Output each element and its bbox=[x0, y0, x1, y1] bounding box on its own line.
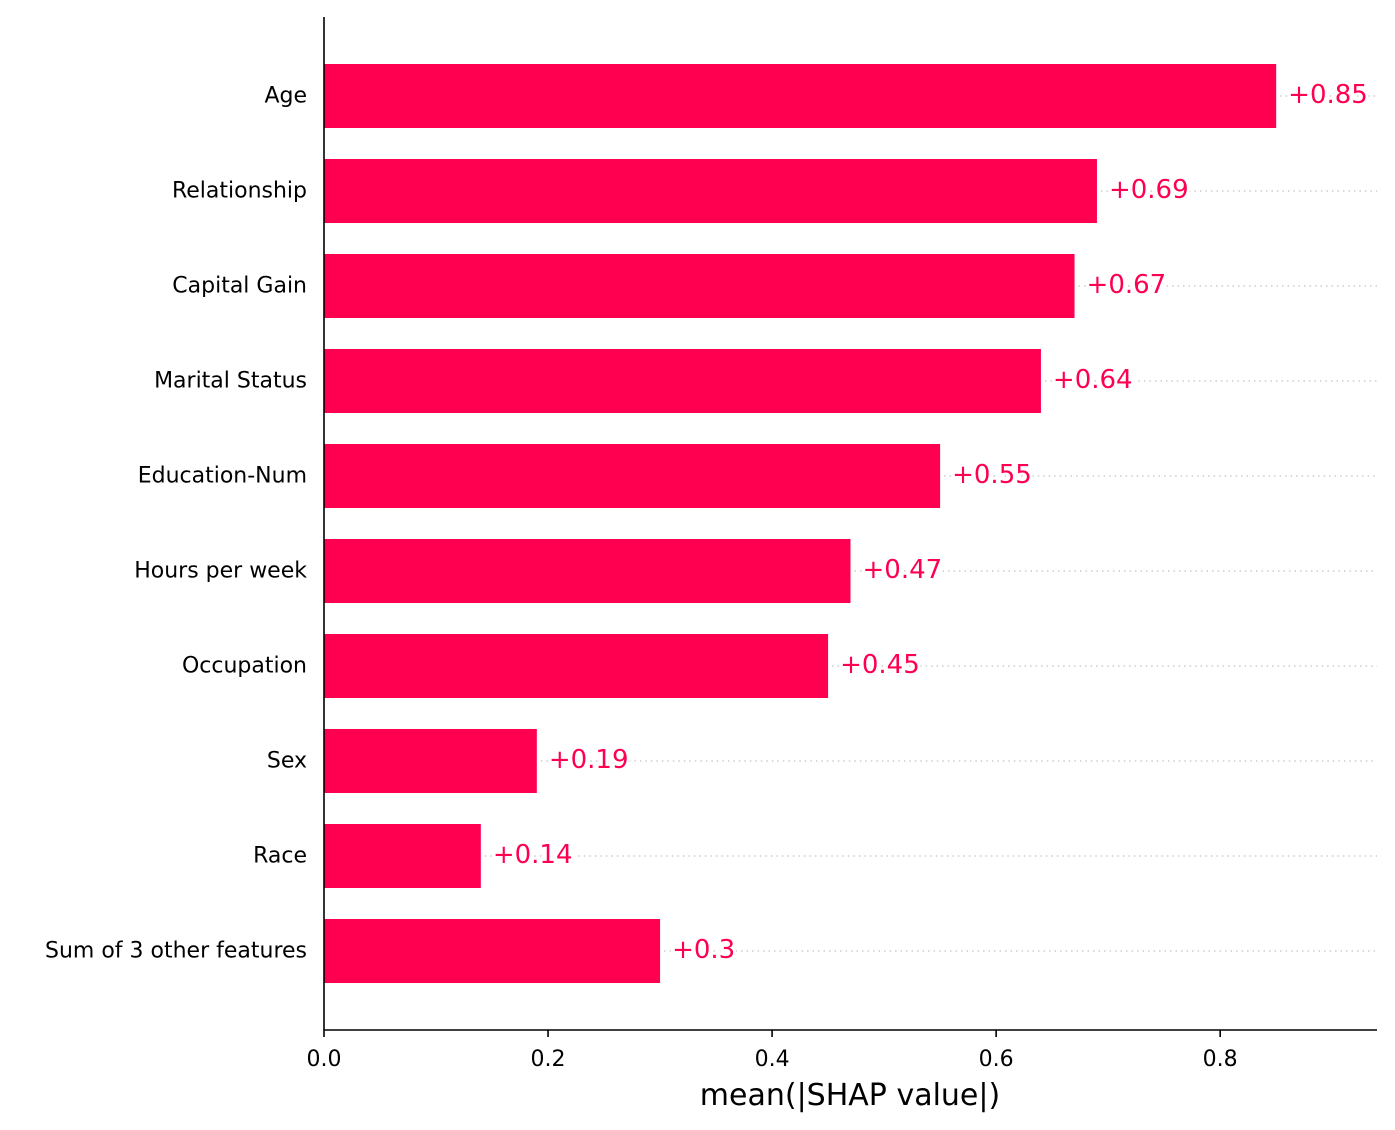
value-label: +0.55 bbox=[952, 460, 1032, 490]
x-tick-label: 0.0 bbox=[307, 1047, 342, 1072]
y-tick-label: Capital Gain bbox=[172, 274, 307, 299]
value-label: +0.14 bbox=[493, 840, 573, 870]
value-label: +0.47 bbox=[863, 555, 943, 585]
value-label: +0.67 bbox=[1087, 270, 1167, 300]
x-ticks: 0.0 0.2 0.4 0.6 0.8 bbox=[307, 1030, 1238, 1072]
bar bbox=[324, 64, 1276, 128]
y-tick-label: Age bbox=[264, 84, 307, 109]
y-tick-label: Relationship bbox=[172, 179, 307, 204]
x-tick-label: 0.6 bbox=[979, 1047, 1014, 1072]
bar bbox=[324, 634, 828, 698]
bar bbox=[324, 729, 537, 793]
y-tick-label: Occupation bbox=[182, 654, 307, 679]
x-tick-label: 0.8 bbox=[1203, 1047, 1238, 1072]
bar bbox=[324, 159, 1097, 223]
bar bbox=[324, 824, 481, 888]
y-tick-label: Marital Status bbox=[154, 369, 307, 394]
value-label: +0.19 bbox=[549, 745, 629, 775]
bar bbox=[324, 444, 940, 508]
value-label: +0.45 bbox=[840, 650, 920, 680]
y-tick-label: Hours per week bbox=[134, 559, 307, 584]
guide-lines bbox=[485, 96, 1377, 951]
value-label: +0.64 bbox=[1053, 365, 1133, 395]
y-tick-labels: Age Relationship Capital Gain Marital Statu… bbox=[45, 84, 307, 964]
value-label: +0.85 bbox=[1288, 80, 1368, 110]
x-axis-title: mean(|SHAP value|) bbox=[700, 1078, 1000, 1113]
bar bbox=[324, 254, 1075, 318]
y-tick-label: Sex bbox=[267, 749, 307, 774]
bar bbox=[324, 539, 851, 603]
x-tick-label: 0.4 bbox=[755, 1047, 790, 1072]
y-tick-label: Education-Num bbox=[138, 464, 307, 489]
bar bbox=[324, 919, 660, 983]
value-label: +0.69 bbox=[1109, 175, 1189, 205]
x-tick-label: 0.2 bbox=[531, 1047, 566, 1072]
value-label: +0.3 bbox=[672, 935, 735, 965]
y-tick-label: Sum of 3 other features bbox=[45, 939, 307, 964]
y-tick-label: Race bbox=[253, 844, 307, 869]
bar bbox=[324, 349, 1041, 413]
